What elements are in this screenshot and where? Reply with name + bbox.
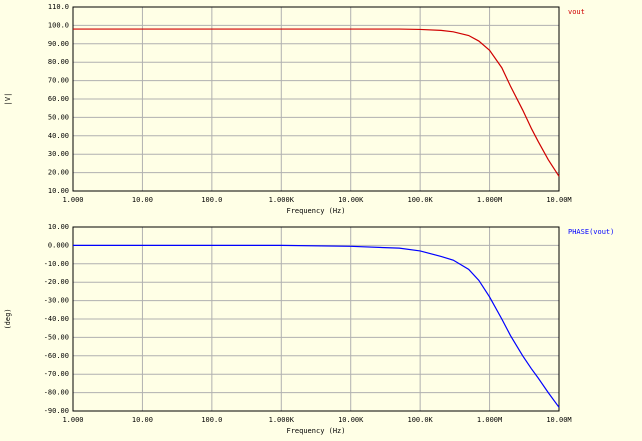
y-tick-label: -80.00 bbox=[44, 389, 69, 397]
x-tick-label: 1.000 bbox=[62, 196, 83, 204]
y-tick-label: 50.00 bbox=[48, 113, 69, 121]
y-tick-label: 110.0 bbox=[48, 3, 69, 11]
y-tick-label: 30.00 bbox=[48, 150, 69, 158]
y-tick-label: 70.00 bbox=[48, 77, 69, 85]
y-tick-label: 60.00 bbox=[48, 95, 69, 103]
y-tick-label: 0.000 bbox=[48, 241, 69, 249]
y-tick-label: 20.00 bbox=[48, 169, 69, 177]
plot-frame bbox=[72, 6, 560, 192]
legend-entry: PHASE(vout) bbox=[568, 228, 614, 236]
y-tick-label: -60.00 bbox=[44, 352, 69, 360]
y-tick-label: -10.00 bbox=[44, 260, 69, 268]
y-tick-label: 90.00 bbox=[48, 40, 69, 48]
x-tick-label: 1.000 bbox=[62, 416, 83, 424]
x-tick-label: 10.00M bbox=[546, 196, 571, 204]
y-tick-label: -70.00 bbox=[44, 370, 69, 378]
x-axis-label: Frequency (Hz) bbox=[286, 427, 345, 435]
y-tick-label: -90.00 bbox=[44, 407, 69, 415]
x-tick-label: 100.0 bbox=[201, 416, 222, 424]
series-line bbox=[73, 244, 560, 408]
y-tick-label: 80.00 bbox=[48, 58, 69, 66]
y-tick-label: -20.00 bbox=[44, 278, 69, 286]
x-axis-label: Frequency (Hz) bbox=[286, 207, 345, 215]
y-tick-label: 40.00 bbox=[48, 132, 69, 140]
x-tick-label: 100.0 bbox=[201, 196, 222, 204]
y-tick-label: 100.0 bbox=[48, 21, 69, 29]
x-tick-label: 1.000K bbox=[269, 416, 295, 424]
legend-entry: vout bbox=[568, 8, 585, 16]
x-tick-label: 10.00K bbox=[338, 416, 364, 424]
series-line bbox=[73, 28, 560, 177]
x-tick-label: 100.0K bbox=[407, 196, 433, 204]
x-tick-label: 1.000M bbox=[477, 416, 502, 424]
x-tick-label: 10.00 bbox=[132, 196, 153, 204]
x-tick-label: 10.00K bbox=[338, 196, 364, 204]
y-tick-label: -40.00 bbox=[44, 315, 69, 323]
x-tick-label: 1.000K bbox=[269, 196, 295, 204]
x-tick-label: 1.000M bbox=[477, 196, 502, 204]
y-tick-label: 10.00 bbox=[48, 187, 69, 195]
x-tick-label: 100.0K bbox=[407, 416, 433, 424]
x-tick-label: 10.00M bbox=[546, 416, 571, 424]
y-tick-label: -30.00 bbox=[44, 297, 69, 305]
y-tick-label: -50.00 bbox=[44, 333, 69, 341]
y-axis-label: (deg) bbox=[4, 308, 12, 329]
x-tick-label: 10.00 bbox=[132, 416, 153, 424]
plot-frame bbox=[72, 226, 560, 412]
y-axis-label: |V| bbox=[4, 93, 12, 106]
y-tick-label: 10.00 bbox=[48, 223, 69, 231]
